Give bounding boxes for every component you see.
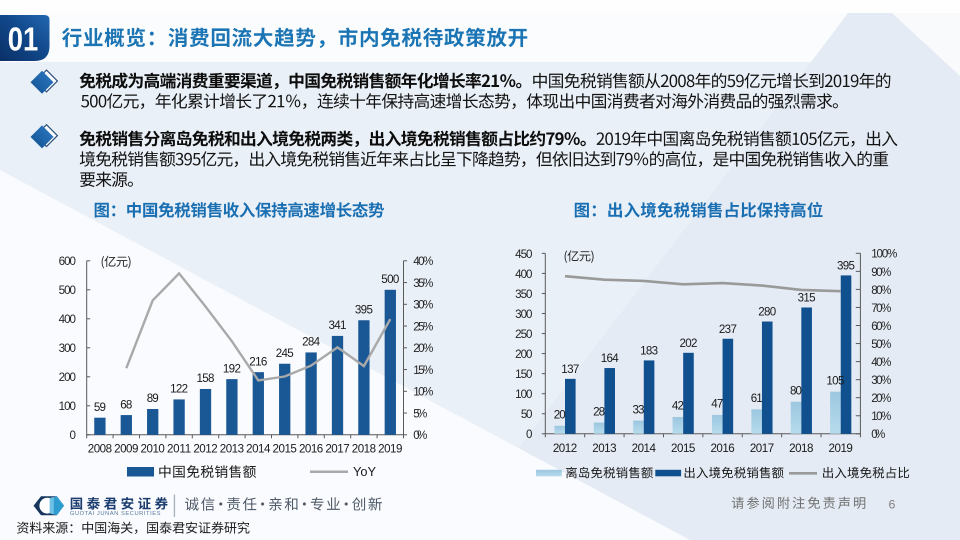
svg-text:183: 183 [640, 344, 658, 357]
svg-text:100%: 100% [871, 248, 897, 261]
svg-text:600: 600 [59, 255, 76, 268]
svg-text:250: 250 [515, 328, 532, 341]
svg-text:350: 350 [515, 288, 532, 301]
svg-text:2013: 2013 [592, 442, 616, 455]
svg-text:280: 280 [758, 306, 776, 319]
svg-text:216: 216 [249, 355, 267, 368]
svg-text:47: 47 [711, 398, 723, 411]
svg-text:2008: 2008 [88, 443, 112, 456]
svg-text:2018: 2018 [789, 442, 813, 455]
svg-text:GUOTAI JUNAN SECURITIES: GUOTAI JUNAN SECURITIES [70, 511, 161, 517]
svg-text:150: 150 [515, 368, 532, 381]
svg-text:200: 200 [59, 371, 76, 384]
svg-text:300: 300 [515, 308, 532, 321]
svg-text:YoY: YoY [353, 464, 376, 479]
svg-text:40%: 40% [871, 356, 891, 369]
svg-text:500: 500 [381, 273, 399, 286]
svg-text:200: 200 [515, 348, 532, 361]
svg-text:15%: 15% [413, 364, 433, 377]
svg-text:2016: 2016 [710, 442, 734, 455]
svg-text:10%: 10% [871, 410, 891, 423]
svg-text:400: 400 [515, 268, 532, 281]
svg-text:105: 105 [826, 374, 844, 387]
svg-text:61: 61 [751, 392, 763, 405]
svg-text:395: 395 [355, 303, 373, 316]
svg-text:01: 01 [8, 21, 39, 58]
svg-text:80%: 80% [871, 284, 891, 297]
svg-text:40%: 40% [413, 255, 433, 268]
svg-text:50: 50 [521, 408, 533, 421]
svg-text:2010: 2010 [141, 443, 165, 456]
svg-text:2019: 2019 [829, 442, 853, 455]
svg-text:164: 164 [601, 352, 620, 365]
svg-text:10%: 10% [413, 386, 433, 399]
svg-text:80: 80 [790, 384, 802, 397]
svg-text:33: 33 [633, 403, 645, 416]
svg-text:2015: 2015 [671, 442, 695, 455]
svg-text:0: 0 [70, 429, 76, 442]
svg-text:60%: 60% [871, 320, 891, 333]
svg-text:2018: 2018 [352, 443, 376, 456]
svg-text:500: 500 [59, 284, 76, 297]
svg-text:315: 315 [798, 292, 816, 305]
svg-text:0%: 0% [413, 429, 427, 442]
svg-text:5%: 5% [413, 407, 427, 420]
svg-text:341: 341 [329, 319, 347, 332]
svg-text:122: 122 [170, 383, 188, 396]
svg-text:2012: 2012 [193, 443, 217, 456]
svg-text:2012: 2012 [553, 442, 577, 455]
svg-text:28: 28 [593, 405, 605, 418]
svg-text:100: 100 [515, 388, 532, 401]
svg-text:59: 59 [94, 401, 106, 414]
svg-text:2017: 2017 [750, 442, 774, 455]
svg-text:2014: 2014 [632, 442, 657, 455]
svg-text:30%: 30% [413, 299, 433, 312]
svg-text:245: 245 [276, 347, 294, 360]
svg-text:158: 158 [197, 372, 215, 385]
svg-text:2009: 2009 [114, 443, 138, 456]
svg-text:400: 400 [59, 313, 76, 326]
svg-text:20%: 20% [871, 392, 891, 405]
svg-text:284: 284 [302, 336, 321, 349]
svg-text:0%: 0% [871, 428, 885, 441]
svg-text:2015: 2015 [273, 443, 297, 456]
svg-text:89: 89 [147, 392, 159, 405]
svg-text:70%: 70% [871, 302, 891, 315]
svg-text:42: 42 [672, 400, 684, 413]
svg-text:300: 300 [59, 342, 76, 355]
svg-text:450: 450 [515, 248, 532, 261]
svg-text:2013: 2013 [220, 443, 244, 456]
svg-text:2019: 2019 [378, 443, 402, 456]
svg-text:20%: 20% [413, 342, 433, 355]
svg-text:0: 0 [526, 428, 532, 441]
svg-text:35%: 35% [413, 277, 433, 290]
svg-text:68: 68 [120, 398, 132, 411]
svg-text:2016: 2016 [299, 443, 323, 456]
svg-text:137: 137 [561, 363, 579, 376]
svg-text:395: 395 [837, 259, 855, 272]
svg-text:237: 237 [719, 323, 737, 336]
svg-text:2017: 2017 [325, 443, 349, 456]
svg-text:20: 20 [554, 409, 566, 422]
svg-text:192: 192 [223, 362, 241, 375]
svg-text:90%: 90% [871, 266, 891, 279]
svg-text:6: 6 [889, 497, 896, 511]
svg-text:100: 100 [59, 400, 76, 413]
svg-text:30%: 30% [871, 374, 891, 387]
svg-text:25%: 25% [413, 320, 433, 333]
svg-text:2011: 2011 [167, 443, 191, 456]
svg-text:50%: 50% [871, 338, 891, 351]
svg-text:202: 202 [680, 337, 698, 350]
svg-text:2014: 2014 [246, 443, 271, 456]
